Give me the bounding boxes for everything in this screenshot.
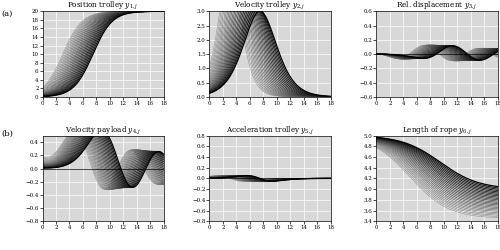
Title: Position trolley $y_{1,j}$: Position trolley $y_{1,j}$ [68, 0, 138, 11]
Title: Rel. displacement $y_{3,j}$: Rel. displacement $y_{3,j}$ [396, 0, 477, 11]
Title: Length of rope $y_{6,j}$: Length of rope $y_{6,j}$ [402, 124, 472, 136]
Title: Velocity trolley $y_{2,j}$: Velocity trolley $y_{2,j}$ [234, 0, 306, 11]
Title: Velocity payload $y_{4,j}$: Velocity payload $y_{4,j}$ [65, 124, 141, 136]
Text: (b): (b) [2, 130, 14, 138]
Title: Acceleration trolley $y_{5,j}$: Acceleration trolley $y_{5,j}$ [226, 124, 314, 136]
Text: (a): (a) [2, 10, 13, 18]
